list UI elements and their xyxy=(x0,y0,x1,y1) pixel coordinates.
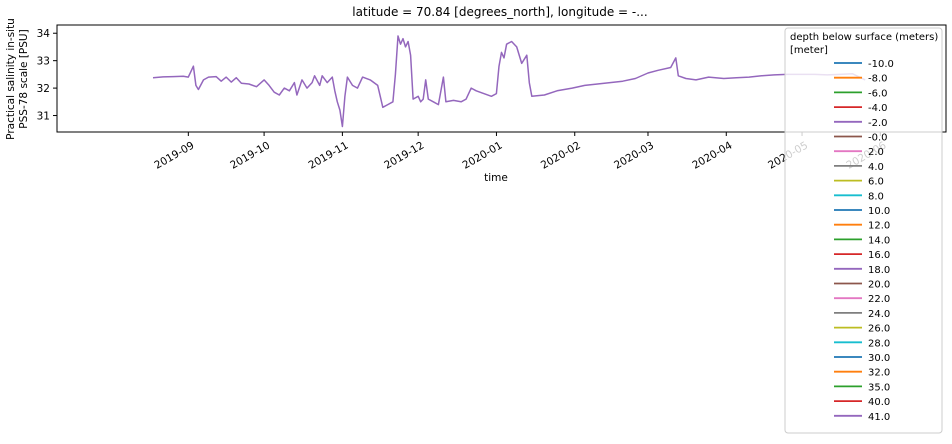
legend-label: 4.0 xyxy=(868,162,884,173)
legend-title-line1: depth below surface (meters) xyxy=(790,32,938,43)
legend-label: 30.0 xyxy=(868,353,890,364)
legend-label: 2.0 xyxy=(868,147,884,158)
legend-label: 40.0 xyxy=(868,397,890,408)
legend-label: -2.0 xyxy=(868,118,888,129)
legend-label: 16.0 xyxy=(868,250,890,261)
chart-title: latitude = 70.84 [degrees_north], longit… xyxy=(352,5,647,19)
x-tick-label: 2020-02 xyxy=(539,139,583,171)
legend-label: -10.0 xyxy=(868,59,894,70)
x-tick-label: 2019-11 xyxy=(306,139,350,171)
y-axis-label-line2: PSS-78 scale [PSU] xyxy=(18,29,30,128)
y-axis-ticks: 31 32 33 34 xyxy=(37,28,57,123)
y-tick-label: 34 xyxy=(37,28,51,40)
legend-label: 41.0 xyxy=(868,412,890,423)
legend-label: -4.0 xyxy=(868,103,888,114)
x-tick-label: 2020-01 xyxy=(461,139,505,171)
legend-label: 14.0 xyxy=(868,235,890,246)
legend-label: 32.0 xyxy=(868,368,890,379)
x-tick-label: 2020-03 xyxy=(612,139,656,171)
legend-label: 18.0 xyxy=(868,265,890,276)
legend-box xyxy=(784,27,943,434)
x-tick-label: 2019-12 xyxy=(382,139,426,171)
legend-label: -0.0 xyxy=(868,133,888,144)
legend-label: 8.0 xyxy=(868,191,884,202)
x-axis-ticks: 2019-09 2019-10 2019-11 2019-12 2020-01 2020-… xyxy=(152,132,889,172)
x-tick-label: 2019-09 xyxy=(152,139,196,171)
x-tick-label: 2019-10 xyxy=(228,139,272,171)
y-axis-label-line1: Practical salinity in-situ xyxy=(5,18,17,140)
x-axis-label: time xyxy=(484,172,508,184)
legend-label: 28.0 xyxy=(868,338,890,349)
series-line-0 xyxy=(152,35,866,128)
legend-label: 26.0 xyxy=(868,324,890,335)
legend-label: 10.0 xyxy=(868,206,890,217)
plot-area-frame xyxy=(56,24,947,133)
y-tick-label: 31 xyxy=(37,111,50,123)
legend: depth below surface (meters) [meter] -10… xyxy=(784,27,943,434)
legend-label: -6.0 xyxy=(868,88,888,99)
y-axis-label: Practical salinity in-situ PSS-78 scale … xyxy=(5,18,30,140)
x-tick-label: 2020-04 xyxy=(690,139,734,171)
legend-label: -8.0 xyxy=(868,74,888,85)
legend-entries: -10.0 -8.0 -6.0 -4.0 -2.0 -0.0 2.0 4.0 6.0 8.0 10.… xyxy=(834,59,894,423)
y-tick-label: 32 xyxy=(37,83,50,95)
legend-label: 22.0 xyxy=(868,294,890,305)
legend-label: 24.0 xyxy=(868,309,890,320)
series-layer xyxy=(152,35,866,128)
y-tick-label: 33 xyxy=(37,56,50,68)
legend-label: 20.0 xyxy=(868,280,890,291)
legend-label: 6.0 xyxy=(868,177,884,188)
legend-title-line2: [meter] xyxy=(790,45,828,56)
legend-label: 35.0 xyxy=(868,382,890,393)
legend-label: 12.0 xyxy=(868,221,890,232)
